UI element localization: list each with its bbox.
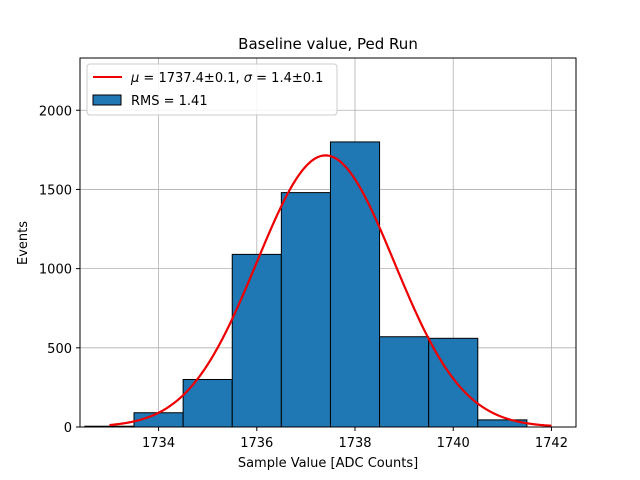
x-axis-ticks: 1734 1736 1738 1740 1742 (142, 427, 568, 451)
y-axis-label: Events (16, 221, 31, 265)
legend-mu-symbol: μ (130, 71, 139, 86)
legend: μ = 1737.4±0.1, σ = 1.4±0.1 RMS = 1.41 (86, 63, 338, 116)
legend-sigma-value: = 1.4±0.1 (252, 71, 323, 86)
histogram-bar (280, 192, 331, 428)
x-tick-label: 1734 (142, 436, 175, 451)
plot-frame (79, 57, 577, 428)
x-tick-label: 1742 (535, 436, 568, 451)
gaussian-fit-line (109, 154, 552, 427)
legend-mu-value: = 1737.4±0.1, (139, 71, 243, 86)
legend-hist-swatch (92, 94, 122, 106)
y-tick-label: 2000 (39, 104, 72, 119)
y-tick-label: 0 (64, 421, 72, 436)
legend-fit-label: μ = 1737.4±0.1, σ = 1.4±0.1 (130, 71, 323, 86)
y-tick-label: 1000 (39, 263, 72, 278)
legend-hist-label: RMS = 1.41 (131, 94, 208, 109)
legend-box (86, 63, 338, 116)
y-tick-label: 1500 (39, 183, 72, 198)
y-axis-ticks: 0 500 1000 1500 2000 (39, 104, 80, 436)
histogram-bar (329, 141, 381, 428)
x-axis-label: Sample Value [ADC Counts] (238, 456, 418, 471)
histogram-bar (379, 336, 430, 428)
fit-curve-group (109, 154, 552, 427)
x-tick-label: 1740 (437, 436, 470, 451)
x-tick-label: 1738 (338, 436, 371, 451)
x-tick-label: 1736 (240, 436, 273, 451)
legend-sigma-symbol: σ (244, 71, 253, 86)
histogram-bar (231, 253, 282, 428)
chart-title: Baseline value, Ped Run (238, 35, 418, 53)
y-tick-label: 500 (47, 342, 72, 357)
histogram-bars (84, 141, 528, 428)
